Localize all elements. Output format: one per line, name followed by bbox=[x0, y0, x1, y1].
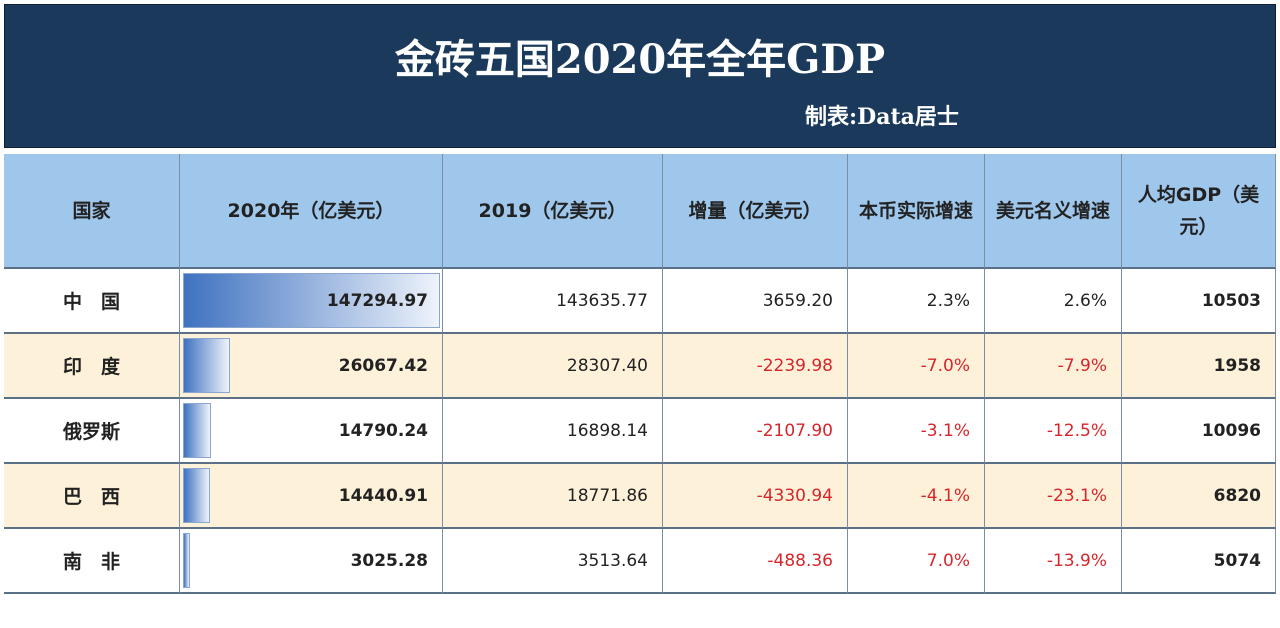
cell-text: -7.0% bbox=[920, 355, 970, 376]
table-cell: -13.9% bbox=[985, 529, 1122, 594]
table-cell: 6820 bbox=[1122, 464, 1276, 529]
cell-text: 3025.28 bbox=[350, 550, 428, 571]
table-cell: 10503 bbox=[1122, 269, 1276, 334]
title: 金砖五国2020年全年GDP bbox=[394, 36, 886, 83]
cell-text: -4330.94 bbox=[756, 485, 833, 506]
table-cell: 3659.20 bbox=[663, 269, 848, 334]
cell-text: 印 度 bbox=[62, 356, 120, 378]
table-cell: 印 度 bbox=[4, 334, 180, 399]
data-bar bbox=[183, 533, 191, 588]
column-header: 国家 bbox=[4, 154, 180, 269]
cell-text: 14790.24 bbox=[338, 420, 428, 441]
cell-text: 26067.42 bbox=[338, 355, 428, 376]
table-cell: -3.1% bbox=[848, 399, 985, 464]
table-cell: 3513.64 bbox=[443, 529, 663, 594]
title-bar: 金砖五国2020年全年GDP 制表:Data居士 bbox=[4, 4, 1276, 148]
cell-text: -488.36 bbox=[767, 550, 833, 571]
cell-text: 5074 bbox=[1213, 550, 1261, 571]
table-cell: 巴 西 bbox=[4, 464, 180, 529]
cell-text: 18771.86 bbox=[566, 485, 648, 506]
subtitle: 制表:Data居士 bbox=[805, 104, 959, 130]
table-cell: 26067.42 bbox=[180, 334, 443, 399]
cell-text: 143635.77 bbox=[556, 290, 648, 311]
table-cell: 10096 bbox=[1122, 399, 1276, 464]
table-cell: 2.3% bbox=[848, 269, 985, 334]
cell-text: 巴 西 bbox=[62, 486, 120, 508]
cell-text: -13.9% bbox=[1046, 550, 1107, 571]
column-header: 人均GDP（美元） bbox=[1122, 154, 1276, 269]
data-bar bbox=[183, 468, 210, 523]
cell-text: 中 国 bbox=[62, 291, 120, 313]
data-bar bbox=[183, 273, 440, 328]
cell-text: 147294.97 bbox=[326, 290, 428, 311]
table-cell: 南 非 bbox=[4, 529, 180, 594]
table-cell: -2239.98 bbox=[663, 334, 848, 399]
table-cell: 16898.14 bbox=[443, 399, 663, 464]
table-cell: -7.9% bbox=[985, 334, 1122, 399]
table-cell: 28307.40 bbox=[443, 334, 663, 399]
table-cell: -4330.94 bbox=[663, 464, 848, 529]
data-bar bbox=[183, 403, 211, 458]
table-cell: 147294.97 bbox=[180, 269, 443, 334]
cell-text: -3.1% bbox=[920, 420, 970, 441]
column-header: 增量（亿美元） bbox=[663, 154, 848, 269]
cell-text: -7.9% bbox=[1057, 355, 1107, 376]
cell-text: 南 非 bbox=[62, 551, 120, 573]
column-header: 本币实际增速 bbox=[848, 154, 985, 269]
cell-text: 3659.20 bbox=[762, 290, 833, 311]
cell-text: -2239.98 bbox=[756, 355, 833, 376]
table-cell: 1958 bbox=[1122, 334, 1276, 399]
table-cell: 18771.86 bbox=[443, 464, 663, 529]
column-header: 美元名义增速 bbox=[985, 154, 1122, 269]
table-cell: -488.36 bbox=[663, 529, 848, 594]
cell-text: 1958 bbox=[1213, 355, 1261, 376]
cell-text: 3513.64 bbox=[577, 550, 648, 571]
data-bar bbox=[183, 338, 231, 393]
table-cell: -2107.90 bbox=[663, 399, 848, 464]
cell-text: 10096 bbox=[1201, 420, 1261, 441]
table-cell: -12.5% bbox=[985, 399, 1122, 464]
table-cell: 俄罗斯 bbox=[4, 399, 180, 464]
table-cell: 14440.91 bbox=[180, 464, 443, 529]
table-cell: -4.1% bbox=[848, 464, 985, 529]
table-cell: 7.0% bbox=[848, 529, 985, 594]
table-cell: 14790.24 bbox=[180, 399, 443, 464]
table-cell: -23.1% bbox=[985, 464, 1122, 529]
table-cell: 5074 bbox=[1122, 529, 1276, 594]
table-cell: 143635.77 bbox=[443, 269, 663, 334]
cell-text: 7.0% bbox=[926, 550, 970, 571]
cell-text: 6820 bbox=[1213, 485, 1261, 506]
cell-text: 16898.14 bbox=[566, 420, 648, 441]
cell-text: -23.1% bbox=[1046, 485, 1107, 506]
cell-text: 28307.40 bbox=[566, 355, 648, 376]
cell-text: -4.1% bbox=[920, 485, 970, 506]
cell-text: 10503 bbox=[1201, 290, 1261, 311]
table-cell: 3025.28 bbox=[180, 529, 443, 594]
table-cell: 2.6% bbox=[985, 269, 1122, 334]
cell-text: 俄罗斯 bbox=[62, 421, 120, 443]
cell-text: 2.6% bbox=[1063, 290, 1107, 311]
table-cell: -7.0% bbox=[848, 334, 985, 399]
column-header: 2019（亿美元） bbox=[443, 154, 663, 269]
table-cell: 中 国 bbox=[4, 269, 180, 334]
cell-text: 2.3% bbox=[926, 290, 970, 311]
cell-text: 14440.91 bbox=[338, 485, 428, 506]
cell-text: -2107.90 bbox=[756, 420, 833, 441]
column-header: 2020年（亿美元） bbox=[180, 154, 443, 269]
cell-text: -12.5% bbox=[1046, 420, 1107, 441]
